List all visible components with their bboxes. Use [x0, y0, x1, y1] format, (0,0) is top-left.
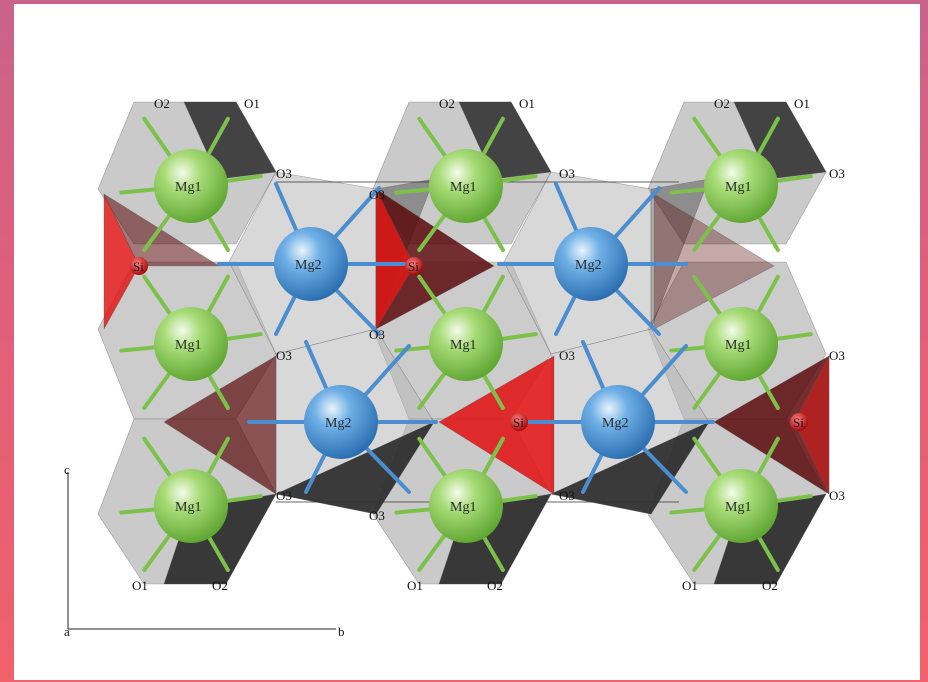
o1-label: O1	[682, 578, 698, 593]
o2-label: O2	[439, 96, 455, 111]
mg2-atom	[274, 227, 348, 301]
si-atom	[790, 413, 808, 431]
b-axis-label: b	[338, 624, 345, 639]
o1-label: O1	[519, 96, 535, 111]
mg1-label: Mg1	[725, 500, 751, 515]
o3-label: O3	[559, 348, 575, 363]
o2-label: O2	[487, 578, 503, 593]
mg2-label: Mg2	[295, 258, 321, 273]
si-label: Si	[408, 259, 419, 274]
o3-label: O3	[829, 348, 845, 363]
o1-label: O1	[794, 96, 810, 111]
o2-label: O2	[212, 578, 228, 593]
o3-label: O3	[369, 508, 385, 523]
mg2-label: Mg2	[602, 416, 628, 431]
mg1-label: Mg1	[175, 180, 201, 195]
mg1-label: Mg1	[175, 500, 201, 515]
o1-label: O1	[244, 96, 260, 111]
mg2-atom	[554, 227, 628, 301]
si-tetrahedron	[375, 188, 415, 331]
mg1-atom	[429, 307, 503, 381]
mg2-octahedron-shade	[650, 178, 710, 330]
mg1-label: Mg1	[175, 338, 201, 353]
si-tetrahedron	[163, 355, 277, 495]
o1-label: O1	[407, 578, 423, 593]
si-tetrahedron-face	[103, 193, 221, 267]
mg1-atom	[154, 307, 228, 381]
o3-label: O3	[369, 327, 385, 342]
c-axis-label: c	[64, 462, 70, 477]
mg2-label: Mg2	[575, 258, 601, 273]
mg1-atom	[429, 149, 503, 223]
mg2-octahedron-dark-face	[275, 421, 435, 515]
o3-label: O3	[276, 348, 292, 363]
si-tetrahedron	[438, 355, 555, 495]
mg2-octahedron-dark-face	[550, 421, 710, 515]
si-atom	[405, 257, 423, 275]
structure-figure: Si Si Si Si Mg2 Mg2 Mg2 Mg2 Mg1 Mg1 Mg1 Mg1 Mg1 Mg1 Mg…	[14, 4, 920, 680]
mg1-label: Mg1	[450, 500, 476, 515]
crystal-structure-diagram: Si Si Si Si Mg2 Mg2 Mg2 Mg2 Mg1 Mg1 Mg1 Mg1 Mg1 Mg1 Mg…	[64, 96, 845, 639]
mg1-label: Mg1	[725, 180, 751, 195]
si-tetrahedron	[793, 355, 830, 495]
mg2-label: Mg2	[325, 416, 351, 431]
mg1-label: Mg1	[725, 338, 751, 353]
o3-label: O3	[559, 488, 575, 503]
axis-indicator: c a b	[64, 462, 345, 639]
mg1-atom	[704, 307, 778, 381]
si-tetrahedron	[653, 193, 775, 330]
o3-label: O3	[276, 488, 292, 503]
o3-label: O3	[276, 166, 292, 181]
o3-label: O3	[559, 166, 575, 181]
o2-label: O2	[762, 578, 778, 593]
si-atom	[510, 413, 528, 431]
mg2-atom	[304, 385, 378, 459]
o3-label: O3	[369, 187, 385, 202]
si-label: Si	[793, 415, 804, 430]
mg1-atom	[704, 469, 778, 543]
atoms-layer: Si Si Si Si Mg2 Mg2 Mg2 Mg2 Mg1 Mg1 Mg1 Mg1 Mg1 Mg1 Mg…	[130, 96, 845, 593]
o1-label: O1	[132, 578, 148, 593]
mg1-atom	[429, 469, 503, 543]
si-label: Si	[513, 415, 524, 430]
si-label: Si	[133, 259, 144, 274]
si-atom	[130, 257, 148, 275]
o2-label: O2	[154, 96, 170, 111]
mg1-atom	[704, 149, 778, 223]
mg1-label: Mg1	[450, 180, 476, 195]
mg1-atom	[154, 149, 228, 223]
mg1-label: Mg1	[450, 338, 476, 353]
o3-label: O3	[829, 488, 845, 503]
o2-label: O2	[714, 96, 730, 111]
a-axis-label: a	[64, 624, 70, 639]
o3-label: O3	[829, 166, 845, 181]
mg2-atom	[581, 385, 655, 459]
mg1-atom	[154, 469, 228, 543]
